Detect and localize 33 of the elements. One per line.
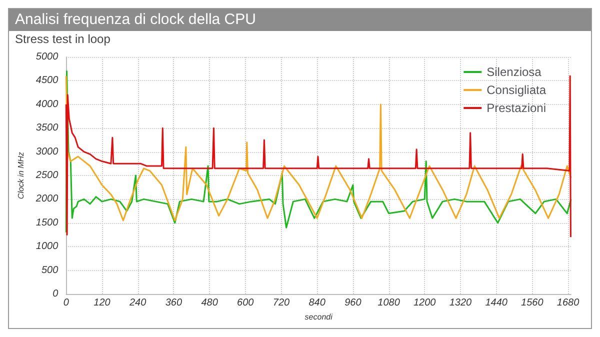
y-tick-label: 3000 — [36, 146, 59, 158]
y-tick-label: 500 — [41, 264, 59, 276]
x-tick-label: 240 — [128, 298, 147, 308]
y-axis-title: Clock in MHz — [16, 152, 26, 200]
x-tick-label: 480 — [201, 298, 218, 308]
y-tick-label: 1000 — [36, 241, 59, 252]
x-tick-label: 1080 — [378, 298, 400, 308]
x-tick-label: 720 — [272, 298, 290, 308]
x-tick-label: 1680 — [556, 298, 580, 308]
y-tick-label: 4000 — [36, 98, 59, 110]
x-tick-label: 1440 — [485, 298, 508, 308]
x-tick-label: 840 — [308, 298, 326, 308]
legend-label: Prestazioni — [486, 101, 546, 115]
legend-label: Consigliata — [486, 83, 546, 97]
chart-title: Analisi frequenza di clock della CPU — [9, 9, 591, 31]
y-tick-label: 0 — [52, 288, 59, 300]
x-tick-label: 600 — [237, 298, 254, 308]
y-tick-label: 2500 — [34, 170, 59, 181]
x-tick-label: 0 — [63, 298, 70, 308]
y-tick-label: 3500 — [36, 122, 59, 134]
x-tick-label: 1560 — [521, 298, 544, 308]
x-tick-label: 120 — [94, 298, 111, 308]
y-tick-label: 1500 — [36, 217, 59, 228]
x-tick-label: 360 — [165, 298, 182, 308]
x-tick-label: 1320 — [449, 298, 472, 308]
x-axis-title: secondi — [304, 312, 333, 322]
y-tick-label: 5000 — [36, 52, 59, 62]
y-tick-label: 4500 — [36, 75, 59, 86]
chart-subtitle: Stress test in loop — [14, 31, 112, 48]
legend-label: Silenziosa — [486, 65, 542, 79]
x-tick-label: 1200 — [413, 298, 436, 308]
x-tick-label: 960 — [344, 298, 362, 308]
y-tick-label: 2000 — [34, 194, 59, 205]
